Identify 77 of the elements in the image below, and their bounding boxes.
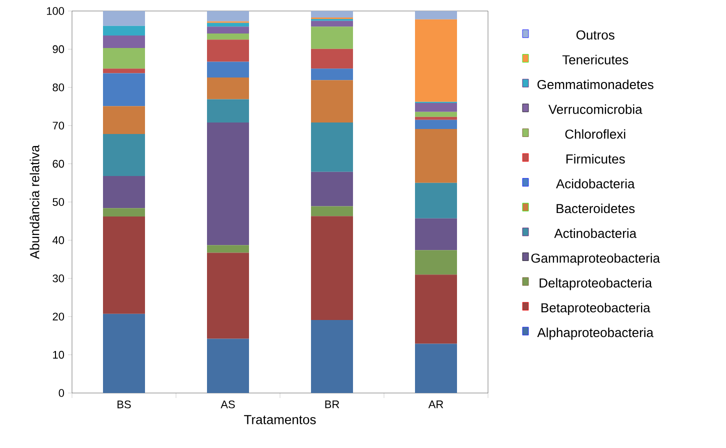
- bar: [207, 26, 250, 34]
- y-tick-label: 60: [52, 160, 64, 168]
- bar: [103, 216, 145, 314]
- y-tick-label: 100: [46, 7, 64, 15]
- y-axis-title: Abundância relativa: [30, 144, 40, 260]
- x-axis-title: Tratamentos: [244, 415, 316, 424]
- bar: [311, 172, 354, 206]
- bar: [103, 106, 145, 134]
- y-tick-label: 0: [58, 389, 64, 397]
- bar: [207, 34, 250, 40]
- bar: [103, 35, 145, 48]
- x-tick-label: BS: [118, 400, 131, 408]
- bar: [415, 116, 458, 120]
- bar: [103, 176, 145, 208]
- legend-label: Actinobacteria: [554, 228, 637, 238]
- bar: [311, 68, 354, 80]
- bar: [207, 62, 250, 78]
- legend-label: Alphaproteobacteria: [537, 328, 654, 340]
- bar: [207, 338, 250, 393]
- bar: [207, 99, 250, 123]
- x-tick-label: BR: [325, 400, 340, 408]
- bar: [311, 48, 354, 69]
- bar: [207, 77, 250, 100]
- y-tick-label: 80: [52, 83, 64, 92]
- bar: [415, 182, 458, 218]
- bar: [415, 218, 458, 250]
- bar: [415, 103, 458, 112]
- bar: [311, 206, 354, 216]
- y-tick-label: 70: [52, 122, 64, 130]
- legend-label: Deltaproteobacteria: [540, 278, 652, 290]
- legend-label: Bacteroidetes: [556, 204, 635, 214]
- bar: [103, 48, 145, 69]
- bar: [207, 40, 250, 62]
- bar: [415, 112, 458, 117]
- y-tick-label: 30: [52, 274, 64, 282]
- bar: [311, 26, 354, 49]
- bar: [311, 20, 354, 27]
- bar: [103, 10, 145, 26]
- text: Outros: [576, 30, 614, 40]
- bar: [103, 134, 145, 176]
- bar: [311, 320, 354, 393]
- bar: [311, 216, 354, 320]
- legend-label: Gammaproteobacteria: [531, 253, 660, 266]
- bar: [415, 344, 458, 393]
- bar: [207, 22, 250, 27]
- legend-label: Acidobacteria: [556, 178, 635, 188]
- legend-label: Gemmatimonadetes: [537, 80, 654, 90]
- y-tick-label: 10: [53, 350, 64, 359]
- bar: [207, 252, 250, 339]
- bar: [415, 120, 458, 130]
- bar: [415, 19, 458, 102]
- text: Tenericutes: [562, 54, 628, 64]
- bar: [415, 129, 458, 183]
- bar: [207, 10, 250, 22]
- bar: [311, 10, 354, 18]
- bar: [207, 122, 250, 246]
- bar: [415, 250, 458, 275]
- legend-label: Verrucomicrobia: [548, 104, 642, 114]
- legend-label: Betaproteobacteria: [541, 302, 650, 315]
- text: Firmicutes: [566, 154, 625, 164]
- bar: [103, 26, 145, 36]
- bar: [103, 73, 145, 106]
- y-tick-label: 20: [52, 312, 64, 320]
- x-tick-label: AS: [220, 400, 235, 408]
- bar: [103, 208, 145, 217]
- y-tick-label: 50: [52, 198, 64, 206]
- bar: [415, 10, 458, 20]
- bar: [311, 80, 354, 123]
- bar: [415, 274, 458, 344]
- text: Chloroflexi: [565, 129, 626, 139]
- bar: [103, 68, 145, 74]
- y-tick-label: 90: [52, 45, 64, 54]
- bar: [103, 314, 145, 393]
- bar: [207, 245, 250, 253]
- y-tick-label: 40: [52, 236, 64, 244]
- bar: [311, 122, 354, 172]
- x-tick-label: AR: [428, 400, 444, 408]
